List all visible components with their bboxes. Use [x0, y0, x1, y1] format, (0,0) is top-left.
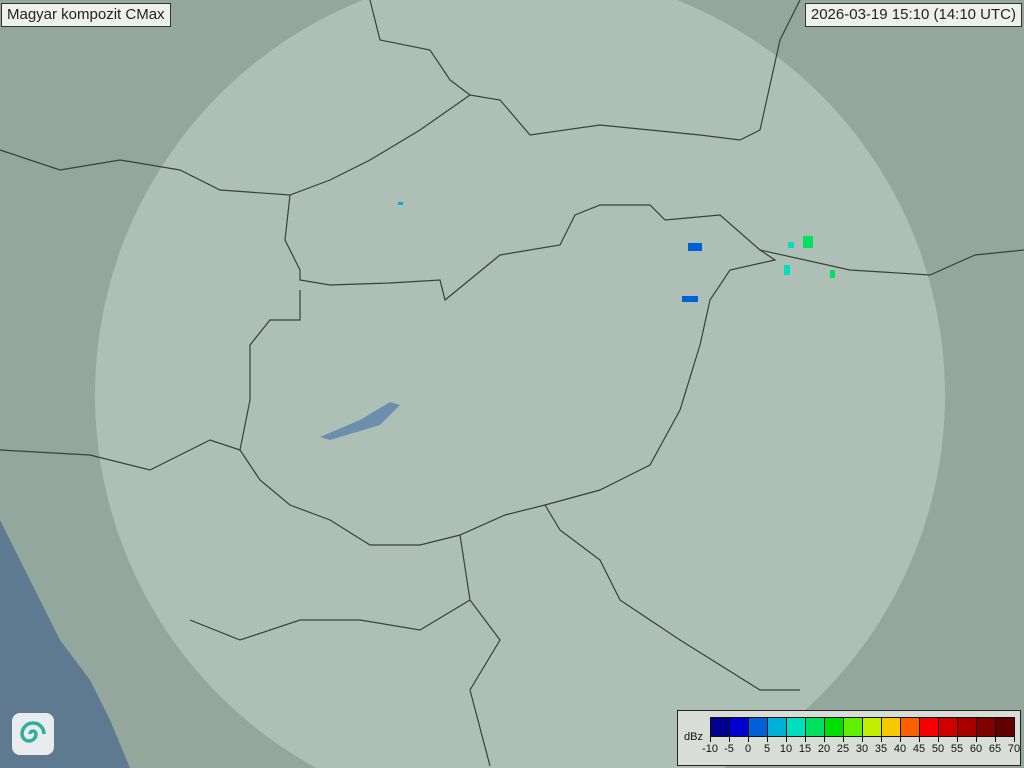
- adriatic-sea: [0, 520, 130, 768]
- tick-label: 45: [912, 743, 926, 755]
- tick-label: 0: [744, 743, 752, 755]
- tick-mark: [729, 736, 730, 742]
- echo: [803, 236, 813, 248]
- tick-label: 5: [763, 743, 771, 755]
- echo: [398, 202, 403, 205]
- echo: [688, 243, 702, 251]
- color-bin: [863, 718, 882, 736]
- color-bin: [711, 718, 730, 736]
- tick-mark: [995, 736, 996, 742]
- legend-ticks: -10 -5 0 5 10 15 20 25 30 35 40 45 50 55 60 65 70: [702, 736, 1020, 764]
- legend-unit: dBz: [684, 731, 703, 743]
- map-title: Magyar kompozit CMax: [1, 3, 171, 27]
- tick-label: 20: [817, 743, 831, 755]
- tick-label: 10: [779, 743, 793, 755]
- echo: [788, 242, 794, 248]
- tick-label: 60: [969, 743, 983, 755]
- timestamp: 2026-03-19 15:10 (14:10 UTC): [804, 3, 1022, 27]
- color-bin: [768, 718, 787, 736]
- tick-label: 15: [798, 743, 812, 755]
- color-bin: [996, 718, 1014, 736]
- color-bin: [806, 718, 825, 736]
- tick-mark: [957, 736, 958, 742]
- tick-mark: [976, 736, 977, 742]
- tick-mark: [843, 736, 844, 742]
- tick-label: 25: [836, 743, 850, 755]
- tick-label: 65: [988, 743, 1002, 755]
- color-bin: [787, 718, 806, 736]
- tick-mark: [1014, 736, 1015, 742]
- radar-coverage-area: [95, 0, 945, 768]
- tick-label: -10: [702, 743, 718, 755]
- color-bin: [939, 718, 958, 736]
- tick-label: 30: [855, 743, 869, 755]
- lake-balaton: [320, 402, 400, 440]
- tick-mark: [900, 736, 901, 742]
- tick-label: 35: [874, 743, 888, 755]
- color-bin: [977, 718, 996, 736]
- tick-label: 40: [893, 743, 907, 755]
- tick-mark: [767, 736, 768, 742]
- tick-mark: [805, 736, 806, 742]
- tick-mark: [881, 736, 882, 742]
- color-bin: [901, 718, 920, 736]
- color-bin: [920, 718, 939, 736]
- tick-mark: [824, 736, 825, 742]
- color-bin: [958, 718, 977, 736]
- spiral-logo-icon: [12, 713, 54, 755]
- tick-label: 50: [931, 743, 945, 755]
- color-bin: [825, 718, 844, 736]
- color-bin: [844, 718, 863, 736]
- tick-mark: [786, 736, 787, 742]
- color-bin: [749, 718, 768, 736]
- color-bin: [730, 718, 749, 736]
- tick-mark: [862, 736, 863, 742]
- echo: [830, 270, 835, 278]
- tick-mark: [938, 736, 939, 742]
- dbz-legend: dBz -10 -5 0 5 10 15 20 25 30 35 40 45 50 55 60 65 70: [677, 710, 1021, 766]
- tick-label: -5: [724, 743, 734, 755]
- tick-label: 55: [950, 743, 964, 755]
- tick-mark: [710, 736, 711, 742]
- echo: [682, 296, 698, 302]
- color-scale: [710, 717, 1015, 737]
- tick-mark: [748, 736, 749, 742]
- radar-echoes: [398, 202, 835, 302]
- tick-label: 70: [1007, 743, 1021, 755]
- tick-mark: [919, 736, 920, 742]
- echo: [784, 265, 790, 275]
- color-bin: [882, 718, 901, 736]
